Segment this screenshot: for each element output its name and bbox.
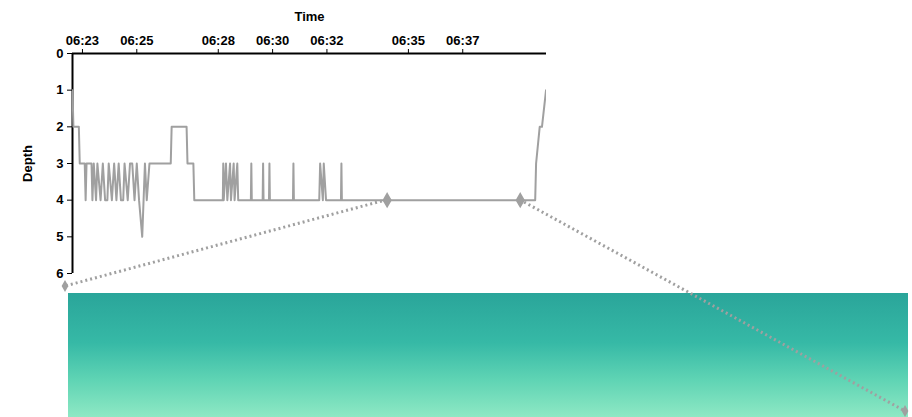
svg-text:2: 2 xyxy=(56,119,63,134)
svg-text:5: 5 xyxy=(56,229,63,244)
svg-text:06:32: 06:32 xyxy=(310,33,343,48)
svg-text:06:23: 06:23 xyxy=(66,33,99,48)
svg-text:06:28: 06:28 xyxy=(202,33,235,48)
svg-text:Depth: Depth xyxy=(20,145,35,182)
svg-text:06:35: 06:35 xyxy=(392,33,425,48)
svg-text:3: 3 xyxy=(56,156,63,171)
svg-text:4: 4 xyxy=(56,192,64,207)
svg-text:1: 1 xyxy=(56,82,63,97)
svg-text:6: 6 xyxy=(56,266,63,281)
svg-text:0: 0 xyxy=(56,46,63,61)
svg-text:06:25: 06:25 xyxy=(120,33,153,48)
svg-text:Time: Time xyxy=(294,9,324,24)
svg-text:06:30: 06:30 xyxy=(256,33,289,48)
svg-text:06:37: 06:37 xyxy=(446,33,479,48)
